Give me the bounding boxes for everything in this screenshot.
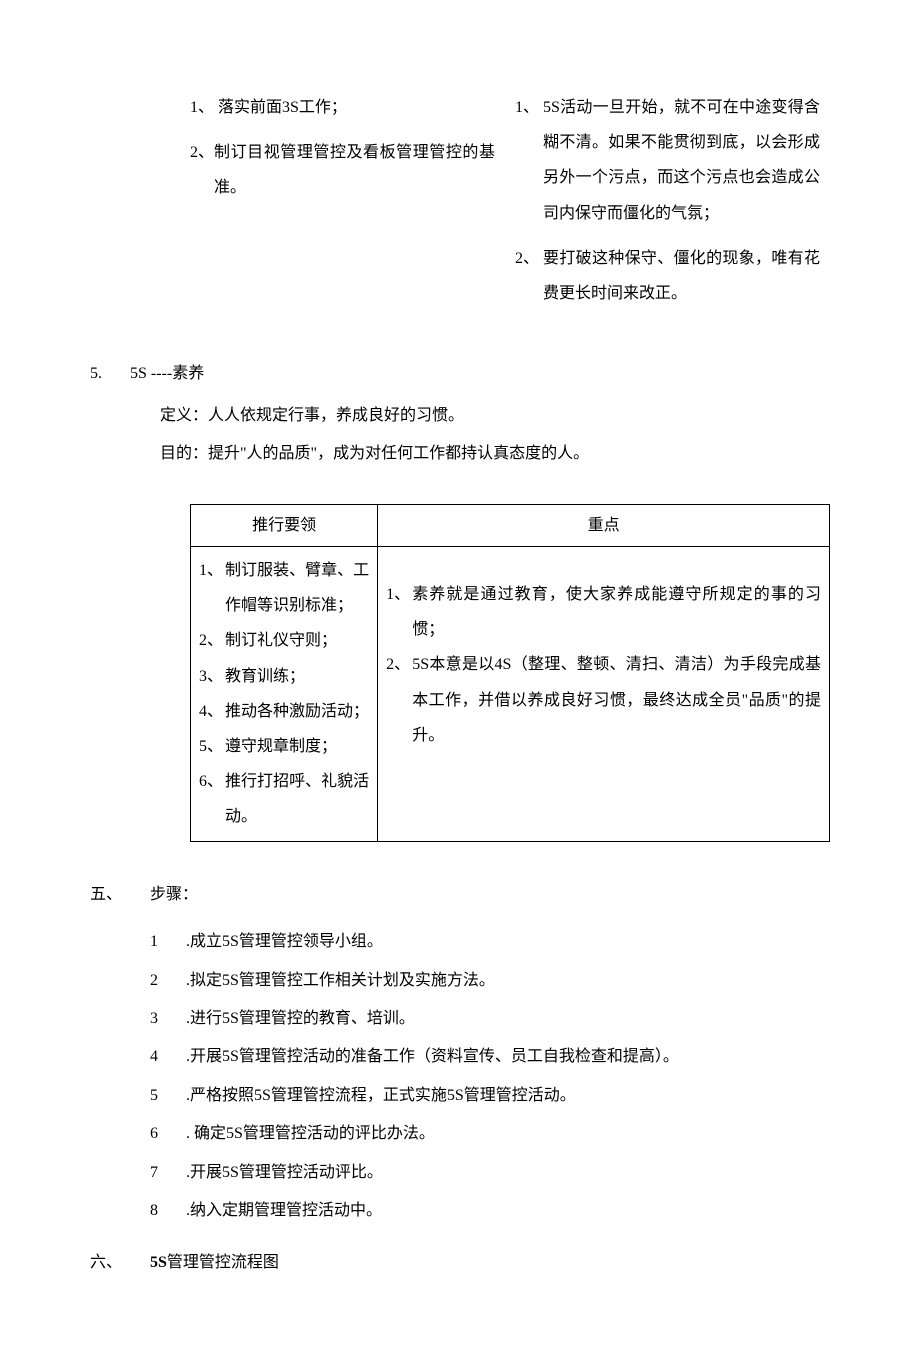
item-number: 2、 <box>515 241 539 311</box>
step-number: 6 <box>150 1115 186 1153</box>
step-number: 8 <box>150 1192 186 1230</box>
list-item: 1、素养就是通过教育，使大家养成能遵守所规定的事的习惯； <box>386 577 821 647</box>
section-number: 5. <box>90 361 130 387</box>
step-item: 5.严格按照5S管理管控流程，正式实施5S管理管控活动。 <box>150 1077 830 1115</box>
item-text: 制订服装、臂章、工作帽等识别标准； <box>223 553 369 623</box>
section-title: 5S管理管控流程图 <box>150 1250 279 1276</box>
table-header: 推行要领 <box>191 504 378 547</box>
item-number: 2、 <box>199 623 223 658</box>
step-number: 5 <box>150 1077 186 1115</box>
list-item: 2、5S本意是以4S（整理、整顿、清扫、清洁）为手段完成基本工作，并借以养成良好… <box>386 647 821 753</box>
item-number: 3、 <box>199 659 223 694</box>
item-text: 教育训练； <box>223 659 305 694</box>
section-title: 5S ----素养 <box>130 361 204 387</box>
item-text: 推行打招呼、礼貌活动。 <box>223 764 369 834</box>
step-text: .开展5S管理管控活动评比。 <box>186 1154 383 1192</box>
item-text: 制订礼仪守则； <box>223 623 337 658</box>
item-number: 1、 <box>515 90 539 231</box>
purpose-line: 目的：提升"人的品质"，成为对任何工作都持认真态度的人。 <box>160 435 830 473</box>
table-cell-right: 1、素养就是通过教育，使大家养成能遵守所规定的事的习惯； 2、5S本意是以4S（… <box>378 547 830 842</box>
step-item: 6. 确定5S管理管控活动的评比办法。 <box>150 1115 830 1153</box>
list-item: 1、制订服装、臂章、工作帽等识别标准； <box>199 553 369 623</box>
item-number: 5、 <box>199 729 223 764</box>
item-number: 4、 <box>199 694 223 729</box>
list-item: 6、推行打招呼、礼貌活动。 <box>199 764 369 834</box>
item-text: 5S活动一旦开始，就不可在中途变得含糊不清。如果不能贯彻到底，以会形成另外一个污… <box>539 90 820 231</box>
definition-line: 定义：人人依规定行事，养成良好的习惯。 <box>160 397 830 435</box>
step-item: 3.进行5S管理管控的教育、培训。 <box>150 1000 830 1038</box>
steps-list: 1.成立5S管理管控领导小组。 2.拟定5S管理管控工作相关计划及实施方法。 3… <box>90 923 830 1230</box>
list-item: 2、 要打破这种保守、僵化的现象，唯有花费更长时间来改正。 <box>515 241 820 311</box>
title-bold-prefix: 5S <box>150 1254 167 1271</box>
section-5s-suyang: 5. 5S ----素养 定义：人人依规定行事，养成良好的习惯。 目的：提升"人… <box>90 361 830 473</box>
section-steps-heading: 五、 步骤： <box>90 882 830 908</box>
definition-block: 定义：人人依规定行事，养成良好的习惯。 目的：提升"人的品质"，成为对任何工作都… <box>90 397 830 474</box>
purpose-label: 目的： <box>160 445 208 462</box>
step-text: .纳入定期管理管控活动中。 <box>186 1192 382 1230</box>
item-text: 素养就是通过教育，使大家养成能遵守所规定的事的习惯； <box>410 577 821 647</box>
list-item: 1、 落实前面3S工作； <box>190 90 495 125</box>
item-text: 落实前面3S工作； <box>214 90 347 125</box>
list-item: 2、 制订目视管理管控及看板管理管控的基准。 <box>190 135 495 205</box>
section-5-heading: 5. 5S ----素养 <box>90 361 830 387</box>
item-number: 1、 <box>190 90 214 125</box>
step-text: .进行5S管理管控的教育、培训。 <box>186 1000 415 1038</box>
item-number: 6、 <box>199 764 223 834</box>
list-item: 1、 5S活动一旦开始，就不可在中途变得含糊不清。如果不能贯彻到底，以会形成另外… <box>515 90 820 231</box>
item-text: 5S本意是以4S（整理、整顿、清扫、清洁）为手段完成基本工作，并借以养成良好习惯… <box>410 647 821 753</box>
step-number: 1 <box>150 923 186 961</box>
item-text: 遵守规章制度； <box>223 729 337 764</box>
item-number: 2、 <box>386 647 410 753</box>
step-number: 2 <box>150 962 186 1000</box>
table-cell-left: 1、制订服装、臂章、工作帽等识别标准； 2、制订礼仪守则； 3、教育训练； 4、… <box>191 547 378 842</box>
step-text: .拟定5S管理管控工作相关计划及实施方法。 <box>186 962 495 1000</box>
step-item: 8.纳入定期管理管控活动中。 <box>150 1192 830 1230</box>
section-flowchart-heading: 六、 5S管理管控流程图 <box>90 1250 830 1276</box>
title-rest: 管理管控流程图 <box>167 1254 279 1271</box>
step-text: .成立5S管理管控领导小组。 <box>186 923 383 961</box>
item-number: 2、 <box>190 135 214 205</box>
definition-text: 人人依规定行事，养成良好的习惯。 <box>208 407 464 424</box>
step-number: 3 <box>150 1000 186 1038</box>
list-item: 2、制订礼仪守则； <box>199 623 369 658</box>
section-number: 五、 <box>90 882 150 908</box>
guidelines-table: 推行要领 重点 1、制订服装、臂章、工作帽等识别标准； 2、制订礼仪守则； 3、… <box>190 504 830 842</box>
purpose-text: 提升"人的品质"，成为对任何工作都持认真态度的人。 <box>208 445 589 462</box>
top-left-column: 1、 落实前面3S工作； 2、 制订目视管理管控及看板管理管控的基准。 <box>180 90 505 321</box>
step-item: 1.成立5S管理管控领导小组。 <box>150 923 830 961</box>
top-right-column: 1、 5S活动一旦开始，就不可在中途变得含糊不清。如果不能贯彻到底，以会形成另外… <box>505 90 830 321</box>
step-text: .开展5S管理管控活动的准备工作（资料宣传、员工自我检查和提高）。 <box>186 1038 679 1076</box>
table-header: 重点 <box>378 504 830 547</box>
item-text: 要打破这种保守、僵化的现象，唯有花费更长时间来改正。 <box>539 241 820 311</box>
item-text: 推动各种激励活动； <box>223 694 369 729</box>
top-two-column-block: 1、 落实前面3S工作； 2、 制订目视管理管控及看板管理管控的基准。 1、 5… <box>180 90 830 321</box>
section-number: 六、 <box>90 1250 150 1276</box>
step-number: 4 <box>150 1038 186 1076</box>
section-title: 步骤： <box>150 882 198 908</box>
spacer <box>386 553 821 577</box>
step-item: 4.开展5S管理管控活动的准备工作（资料宣传、员工自我检查和提高）。 <box>150 1038 830 1076</box>
item-number: 1、 <box>386 577 410 647</box>
table-5s-suyang: 推行要领 重点 1、制订服装、臂章、工作帽等识别标准； 2、制订礼仪守则； 3、… <box>90 504 830 842</box>
step-text: . 确定5S管理管控活动的评比办法。 <box>186 1115 435 1153</box>
item-number: 1、 <box>199 553 223 623</box>
list-item: 5、遵守规章制度； <box>199 729 369 764</box>
list-item: 4、推动各种激励活动； <box>199 694 369 729</box>
step-text: .严格按照5S管理管控流程，正式实施5S管理管控活动。 <box>186 1077 576 1115</box>
list-item: 3、教育训练； <box>199 659 369 694</box>
step-item: 2.拟定5S管理管控工作相关计划及实施方法。 <box>150 962 830 1000</box>
definition-label: 定义： <box>160 407 208 424</box>
step-number: 7 <box>150 1154 186 1192</box>
item-text: 制订目视管理管控及看板管理管控的基准。 <box>214 135 495 205</box>
step-item: 7.开展5S管理管控活动评比。 <box>150 1154 830 1192</box>
